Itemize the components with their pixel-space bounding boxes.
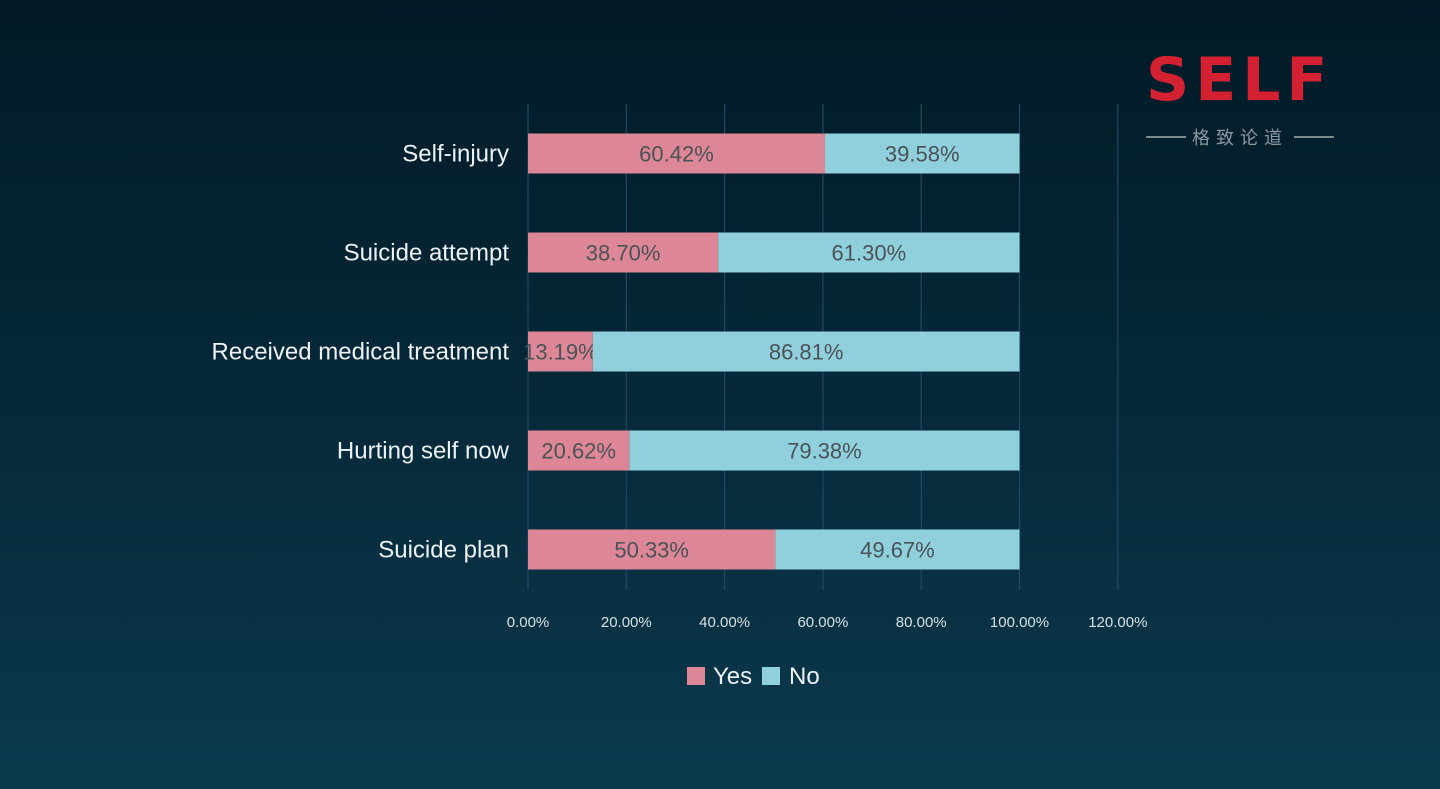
legend-swatch-yes	[687, 667, 705, 685]
category-label: Self-injury	[402, 141, 509, 168]
category-label: Suicide plan	[378, 537, 509, 564]
data-label: 20.62%	[541, 439, 616, 464]
data-label: 50.33%	[614, 538, 689, 563]
category-label: Hurting self now	[337, 438, 510, 465]
bar-yes	[528, 331, 593, 372]
x-tick-label: 0.00%	[507, 614, 550, 631]
legend-label: No	[789, 663, 820, 690]
category-label: Received medical treatment	[212, 339, 510, 366]
data-label: 79.38%	[787, 439, 862, 464]
data-label: 38.70%	[586, 241, 661, 266]
logo-rule-right	[1294, 136, 1334, 138]
legend-swatch-no	[762, 667, 780, 685]
data-label: 49.67%	[860, 538, 935, 563]
bar-no	[629, 430, 1020, 471]
logo-rule-left	[1146, 136, 1186, 138]
data-label: 86.81%	[769, 340, 844, 365]
legend-label: Yes	[713, 663, 752, 690]
bar-no	[775, 529, 1020, 570]
data-label: 39.58%	[885, 142, 960, 167]
data-label: 60.42%	[639, 142, 714, 167]
x-tick-label: 80.00%	[896, 614, 947, 631]
category-label: Suicide attempt	[344, 240, 510, 267]
bar-yes	[528, 529, 776, 570]
bar-no	[718, 232, 1020, 273]
logo-tagline-text: 格致论道	[1192, 128, 1288, 149]
x-tick-label: 60.00%	[797, 614, 848, 631]
bar-no	[592, 331, 1020, 372]
x-tick-label: 100.00%	[990, 614, 1049, 631]
bar-yes	[528, 133, 825, 174]
bar-yes	[528, 232, 719, 273]
self-logo: SELF 格致论道	[1140, 48, 1350, 158]
bar-yes	[528, 430, 630, 471]
data-label: 13.19%	[523, 340, 598, 365]
logo-wordmark: SELF	[1146, 45, 1334, 115]
x-tick-label: 20.00%	[601, 614, 652, 631]
data-label: 61.30%	[832, 241, 907, 266]
x-tick-label: 120.00%	[1088, 614, 1147, 631]
bar-no	[824, 133, 1020, 174]
logo-tagline: 格致论道	[1140, 124, 1340, 150]
x-tick-label: 40.00%	[699, 614, 750, 631]
